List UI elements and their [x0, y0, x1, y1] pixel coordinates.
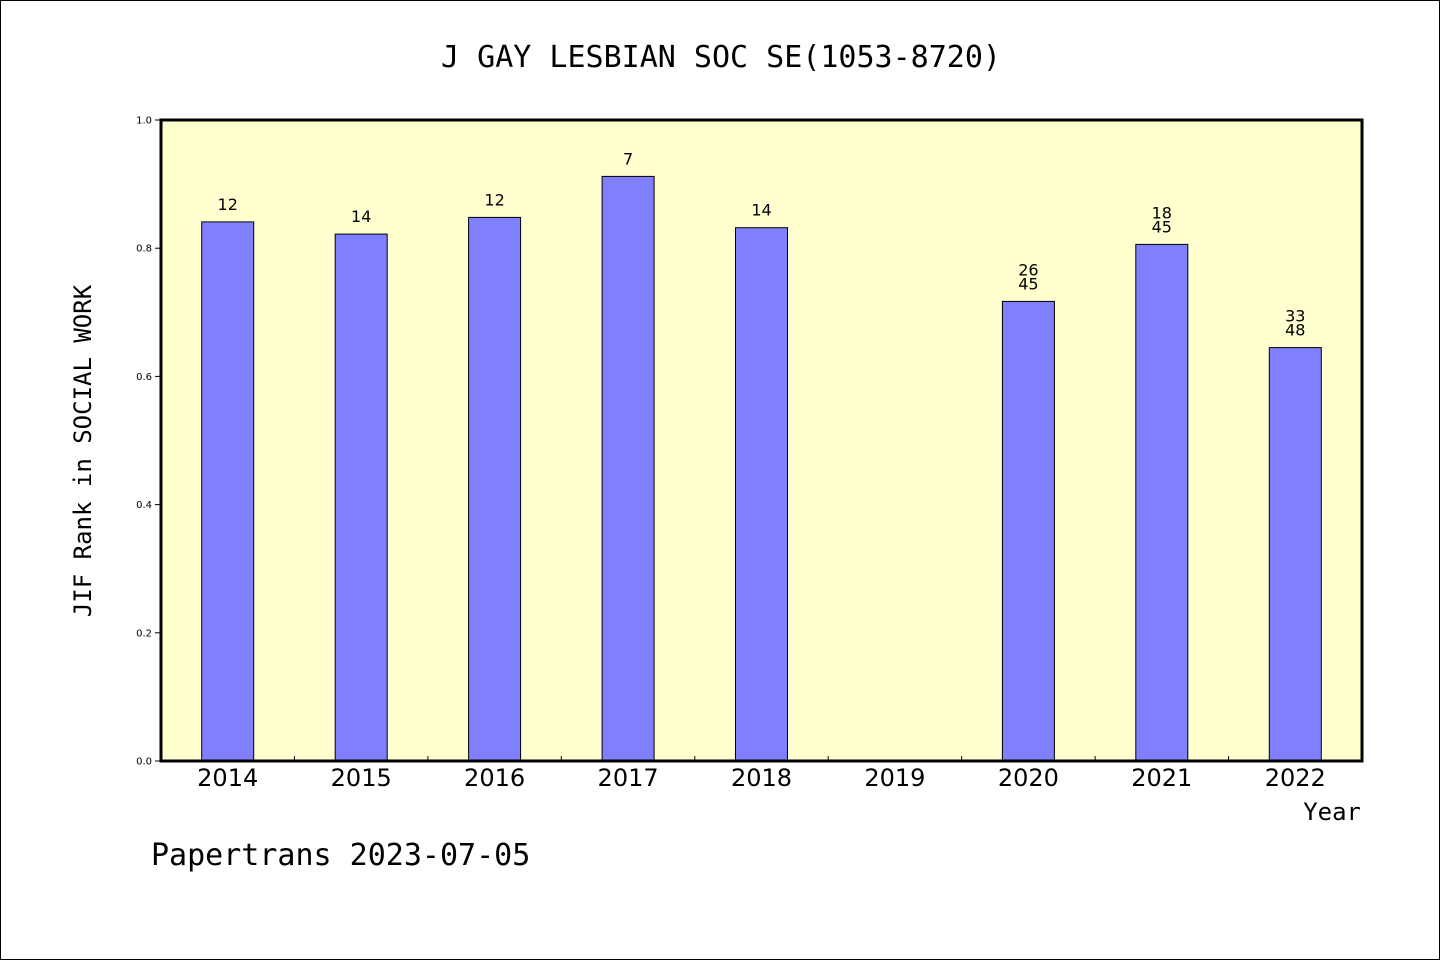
x-tick-label-2021: 2021 — [1131, 764, 1192, 792]
bar-label-2014: 12 — [218, 195, 238, 214]
bar-label-2015: 14 — [351, 207, 371, 226]
y-tick-label-0.2: 0.2 — [136, 628, 152, 639]
y-tick-label-0.0: 0.0 — [136, 757, 152, 768]
bar-label-2021-1: 18 — [1152, 203, 1172, 222]
y-tick-label-0.6: 0.6 — [136, 372, 152, 383]
x-tick-label-2015: 2015 — [331, 764, 392, 792]
chart-title: J GAY LESBIAN SOC SE(1053-8720) — [441, 40, 1001, 75]
bar-label-2016: 12 — [484, 190, 504, 209]
bar-2022 — [1268, 347, 1322, 762]
bar-2018 — [735, 227, 788, 762]
bar-label-2022-1: 33 — [1285, 307, 1305, 326]
x-tick-label-2022: 2022 — [1265, 764, 1326, 792]
x-tick-label-2014: 2014 — [197, 764, 258, 792]
bar-label-2020-2: 45 — [1018, 274, 1038, 293]
y-tick-label-0.8: 0.8 — [136, 244, 152, 255]
x-axis-label: Year — [1303, 798, 1361, 826]
bar-label-2021-2: 45 — [1152, 217, 1172, 236]
bar-2021 — [1135, 243, 1189, 762]
x-tick-label-2018: 2018 — [731, 764, 792, 792]
plot-border — [159, 118, 1364, 763]
bar-2016 — [468, 216, 522, 762]
y-axis-label: JIF Rank in SOCIAL WORK — [69, 284, 97, 617]
y-axis: 0.0 0.2 0.4 0.6 0.8 1.0 — [136, 116, 161, 768]
y-tick-label-1.0: 1.0 — [136, 116, 152, 127]
bar-2017 — [601, 175, 655, 762]
x-tick-label-2020: 2020 — [998, 764, 1059, 792]
bar-label-2020-1: 26 — [1018, 260, 1038, 279]
bar-label-2022-2: 48 — [1285, 321, 1305, 340]
bar-2020 — [1001, 300, 1055, 762]
bar-label-2017: 7 — [623, 149, 633, 168]
bar-label-2018: 14 — [751, 201, 771, 220]
x-tick-label-2019: 2019 — [864, 764, 925, 792]
footer-credit: Papertrans 2023-07-05 — [151, 838, 530, 873]
bars-group — [201, 175, 1322, 762]
bar-2014 — [201, 221, 255, 762]
x-tick-label-2017: 2017 — [598, 764, 659, 792]
x-tick-label-2016: 2016 — [464, 764, 525, 792]
y-tick-label-0.4: 0.4 — [136, 500, 152, 511]
x-axis: 2014 2015 2016 2017 2018 2019 2020 2021 2022 — [197, 756, 1326, 792]
bar-2015 — [334, 233, 388, 762]
